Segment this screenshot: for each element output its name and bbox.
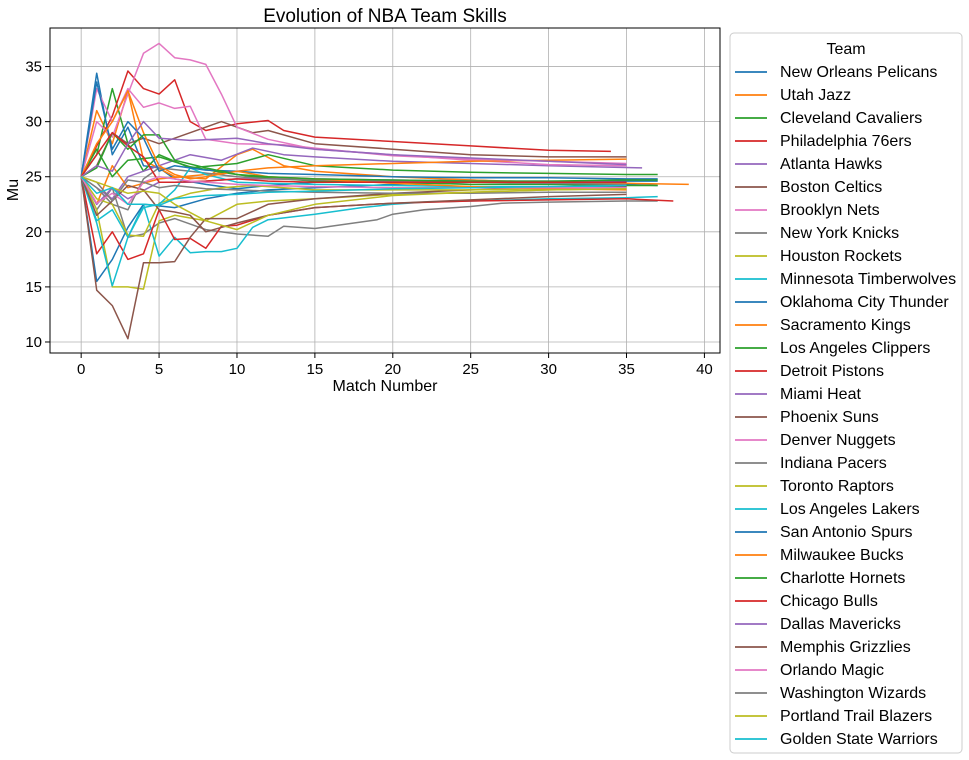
legend-label-phoenix-suns: Phoenix Suns bbox=[780, 409, 879, 426]
y-tick-label: 30 bbox=[25, 114, 42, 131]
y-tick-label: 35 bbox=[25, 59, 42, 76]
series-line-milwaukee-bucks bbox=[80, 90, 627, 191]
legend-title: Team bbox=[826, 41, 865, 58]
series-line-cleveland-cavaliers bbox=[80, 87, 658, 178]
x-axis-label: Match Number bbox=[333, 378, 439, 395]
series-line-portland-trail-blazers bbox=[80, 175, 627, 231]
legend-label-cleveland-cavaliers: Cleveland Cavaliers bbox=[780, 110, 922, 127]
series-line-phoenix-suns bbox=[80, 176, 627, 340]
y-tick-label: 10 bbox=[25, 334, 42, 351]
x-tick-label: 0 bbox=[77, 361, 85, 378]
y-tick-label: 15 bbox=[25, 279, 42, 296]
y-axis-label: Mu bbox=[5, 179, 22, 201]
series-line-philadelphia-76ers bbox=[80, 70, 611, 178]
legend-label-brooklyn-nets: Brooklyn Nets bbox=[780, 202, 880, 219]
legend-label-atlanta-hawks: Atlanta Hawks bbox=[780, 156, 882, 173]
series-line-toronto-raptors bbox=[80, 176, 627, 237]
series-line-detroit-pistons bbox=[80, 176, 674, 261]
legend-label-los-angeles-clippers: Los Angeles Clippers bbox=[780, 340, 930, 357]
x-tick-label: 20 bbox=[384, 361, 401, 378]
legend: Team New Orleans Pelicans Utah Jazz Clevel… bbox=[729, 32, 963, 754]
series-line-memphis-grizzlies bbox=[80, 176, 627, 233]
x-tick-label: 40 bbox=[696, 361, 713, 378]
series-line-los-angeles-lakers bbox=[80, 167, 627, 287]
legend-label-houston-rockets: Houston Rockets bbox=[780, 248, 902, 265]
series-lines bbox=[80, 42, 689, 340]
legend-label-toronto-raptors: Toronto Raptors bbox=[780, 478, 894, 495]
legend-label-dallas-mavericks: Dallas Mavericks bbox=[780, 616, 901, 633]
legend-label-new-york-knicks: New York Knicks bbox=[780, 225, 899, 242]
legend-label-indiana-pacers: Indiana Pacers bbox=[780, 455, 887, 472]
x-tick-label: 10 bbox=[229, 361, 246, 378]
legend-label-golden-state-warriors: Golden State Warriors bbox=[780, 731, 938, 748]
series-line-los-angeles-clippers bbox=[80, 148, 658, 187]
y-tick-label: 25 bbox=[25, 169, 42, 186]
legend-label-denver-nuggets: Denver Nuggets bbox=[780, 432, 896, 449]
series-line-golden-state-warriors bbox=[80, 176, 627, 207]
x-tick-label: 30 bbox=[540, 361, 557, 378]
x-axis-ticks: 0 5 10 15 20 25 30 35 40 bbox=[77, 353, 713, 378]
y-tick-label: 20 bbox=[25, 224, 42, 241]
x-tick-label: 15 bbox=[307, 361, 324, 378]
x-tick-label: 25 bbox=[462, 361, 479, 378]
legend-label-utah-jazz: Utah Jazz bbox=[780, 87, 851, 104]
legend-label-san-antonio-spurs: San Antonio Spurs bbox=[780, 524, 913, 541]
legend-label-chicago-bulls: Chicago Bulls bbox=[780, 593, 878, 610]
series-line-charlotte-hornets bbox=[80, 131, 658, 182]
series-line-dallas-mavericks bbox=[80, 120, 627, 178]
legend-label-philadelphia-76ers: Philadelphia 76ers bbox=[780, 133, 912, 150]
legend-label-milwaukee-bucks: Milwaukee Bucks bbox=[780, 547, 904, 564]
legend-label-memphis-grizzlies: Memphis Grizzlies bbox=[780, 639, 911, 656]
legend-label-new-orleans-pelicans: New Orleans Pelicans bbox=[780, 64, 937, 81]
grid-lines bbox=[50, 28, 720, 353]
series-line-chicago-bulls bbox=[80, 131, 627, 183]
plot-frame bbox=[49, 27, 721, 354]
legend-label-detroit-pistons: Detroit Pistons bbox=[780, 363, 884, 380]
legend-label-minnesota-timberwolves: Minnesota Timberwolves bbox=[780, 271, 956, 288]
legend-label-sacramento-kings: Sacramento Kings bbox=[780, 317, 911, 334]
legend-label-los-angeles-lakers: Los Angeles Lakers bbox=[780, 501, 920, 518]
legend-box bbox=[729, 32, 963, 754]
legend-label-boston-celtics: Boston Celtics bbox=[780, 179, 882, 196]
chart-title: Evolution of NBA Team Skills bbox=[263, 6, 507, 27]
x-tick-label: 35 bbox=[618, 361, 635, 378]
legend-label-portland-trail-blazers: Portland Trail Blazers bbox=[780, 708, 932, 725]
legend-label-charlotte-hornets: Charlotte Hornets bbox=[780, 570, 905, 587]
x-tick-label: 5 bbox=[155, 361, 163, 378]
y-axis-ticks: 10 15 20 25 30 35 bbox=[25, 59, 50, 351]
legend-label-orlando-magic: Orlando Magic bbox=[780, 662, 884, 679]
legend-label-miami-heat: Miami Heat bbox=[780, 386, 861, 403]
legend-label-washington-wizards: Washington Wizards bbox=[780, 685, 926, 702]
legend-label-oklahoma-city-thunder: Oklahoma City Thunder bbox=[780, 294, 949, 311]
